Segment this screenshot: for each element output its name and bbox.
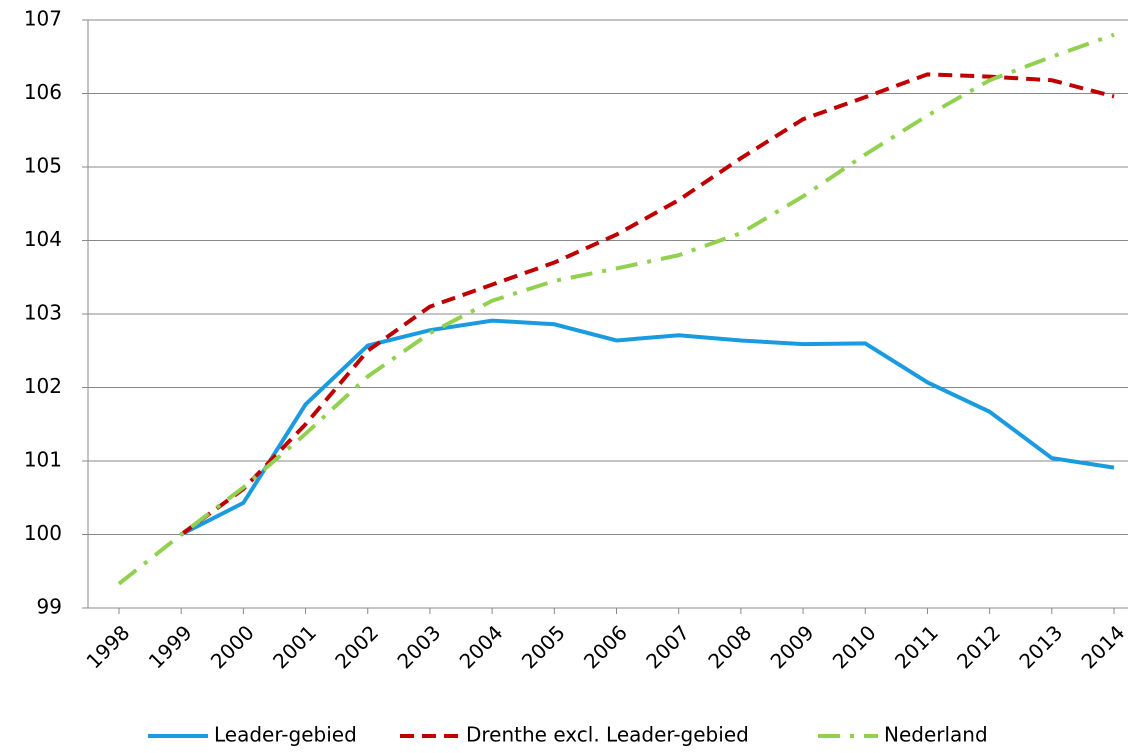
legend-label: Drenthe excl. Leader-gebied bbox=[466, 723, 749, 747]
legend-label: Leader-gebied bbox=[214, 723, 357, 747]
x-tick-label: 2010 bbox=[828, 620, 881, 673]
series-line bbox=[117, 32, 1115, 586]
x-tick-label: 2006 bbox=[579, 620, 632, 673]
x-tick-label: 2007 bbox=[641, 620, 694, 673]
y-tick-label: 107 bbox=[24, 7, 62, 31]
y-tick-label: 103 bbox=[24, 301, 62, 325]
y-tick-label: 106 bbox=[24, 80, 62, 104]
x-tick-label: 2014 bbox=[1076, 620, 1129, 673]
series-line bbox=[180, 72, 1115, 537]
y-tick-label: 104 bbox=[24, 227, 62, 251]
x-tick-label: 2003 bbox=[392, 620, 445, 673]
legend-label: Nederland bbox=[884, 723, 988, 747]
x-tick-label: 2004 bbox=[455, 620, 508, 673]
y-tick-label: 102 bbox=[24, 374, 62, 398]
x-tick-label: 2008 bbox=[703, 620, 756, 673]
x-tick-label: 1998 bbox=[81, 620, 134, 673]
x-tick-label: 2000 bbox=[206, 620, 259, 673]
x-tick-label: 2009 bbox=[766, 620, 819, 673]
x-tick-label: 2012 bbox=[952, 620, 1005, 673]
x-tick-label: 2001 bbox=[268, 620, 321, 673]
series-line bbox=[180, 318, 1115, 537]
x-tick-label: 1999 bbox=[144, 620, 197, 673]
x-tick-label: 2005 bbox=[517, 620, 570, 673]
x-tick-label: 2013 bbox=[1014, 620, 1067, 673]
y-tick-label: 101 bbox=[24, 448, 62, 472]
y-tick-label: 100 bbox=[24, 521, 62, 545]
x-tick-label: 2011 bbox=[890, 620, 943, 673]
x-tick-label: 2002 bbox=[330, 620, 383, 673]
y-tick-label: 99 bbox=[37, 595, 62, 619]
y-tick-label: 105 bbox=[24, 154, 62, 178]
